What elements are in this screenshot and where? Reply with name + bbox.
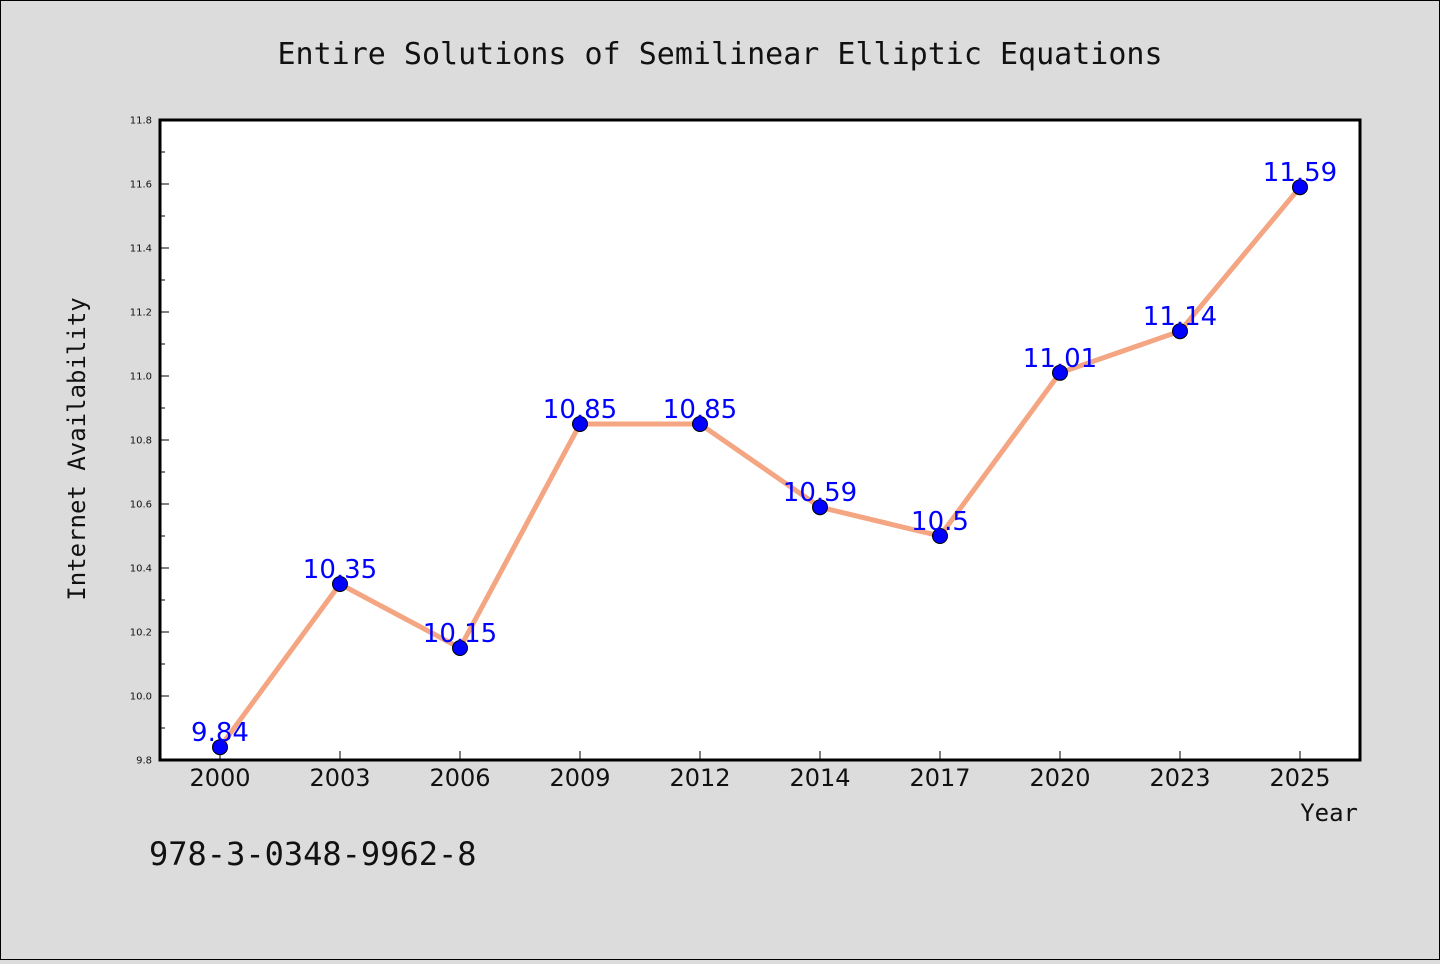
data-point (1052, 364, 1068, 381)
x-tick-label: 2012 (669, 764, 730, 792)
x-tick-label: 2009 (549, 764, 610, 792)
y-tick-label: 10.8 (130, 436, 152, 447)
chart-title: Entire Solutions of Semilinear Elliptic … (277, 37, 1162, 72)
data-point (452, 640, 468, 656)
y-tick-label: 10.6 (130, 500, 152, 511)
x-tick-label: 2000 (189, 764, 250, 792)
isbn-annotation: 978-3-0348-9962-8 (149, 835, 477, 873)
data-point (932, 528, 948, 544)
data-point (1172, 323, 1188, 340)
data-label: 9.84 (191, 718, 249, 748)
y-axis-label: Internet Availability (63, 297, 91, 600)
data-label: 10.5 (911, 507, 969, 537)
y-tick-label: 11.4 (130, 244, 152, 255)
plot-frame (158, 118, 1362, 762)
series-layer: 9.84 10.35 10.15 10.85 10.85 10.59 10.5 11.01 11… (191, 158, 1337, 756)
series-line (217, 184, 1303, 750)
data-label: 11.01 (1023, 344, 1097, 374)
data-label: 10.85 (663, 395, 737, 425)
data-label: 11.59 (1263, 158, 1337, 188)
x-axis-label: Year (1300, 799, 1358, 827)
data-point (572, 416, 588, 432)
x-tick-label: 2017 (909, 764, 970, 792)
x-tick-label: 2006 (429, 764, 490, 792)
data-point (812, 499, 828, 516)
x-ticks: 2000 2003 2006 2009 2012 2014 2017 2020 2023 2025 (189, 751, 1331, 792)
data-point (692, 416, 708, 432)
data-point (1292, 179, 1308, 196)
y-ticks: 9.8 10.0 10.2 10.4 10.6 10.8 11.0 11.2 11.4 11.6 1… (130, 116, 169, 767)
y-tick-label: 11.2 (130, 308, 152, 319)
y-tick-label: 10.2 (130, 628, 152, 639)
x-tick-label: 2025 (1269, 764, 1330, 792)
x-tick-label: 2003 (309, 764, 370, 792)
data-label: 11.14 (1143, 302, 1217, 332)
plot-area (160, 120, 1360, 760)
data-point (212, 739, 228, 756)
data-label: 10.35 (303, 555, 377, 585)
y-tick-label: 10.4 (130, 564, 152, 575)
data-label: 10.85 (543, 395, 617, 425)
y-tick-label: 11.0 (130, 372, 152, 383)
y-tick-label: 11.6 (130, 180, 152, 191)
y-tick-label: 11.8 (130, 116, 152, 127)
y-tick-label: 9.8 (136, 756, 152, 767)
data-label: 10.59 (783, 478, 857, 508)
y-tick-label: 10.0 (130, 692, 152, 703)
data-label: 10.15 (423, 619, 497, 649)
x-tick-label: 2020 (1029, 764, 1090, 792)
x-tick-label: 2023 (1149, 764, 1210, 792)
data-point (332, 576, 348, 592)
x-tick-label: 2014 (789, 764, 850, 792)
